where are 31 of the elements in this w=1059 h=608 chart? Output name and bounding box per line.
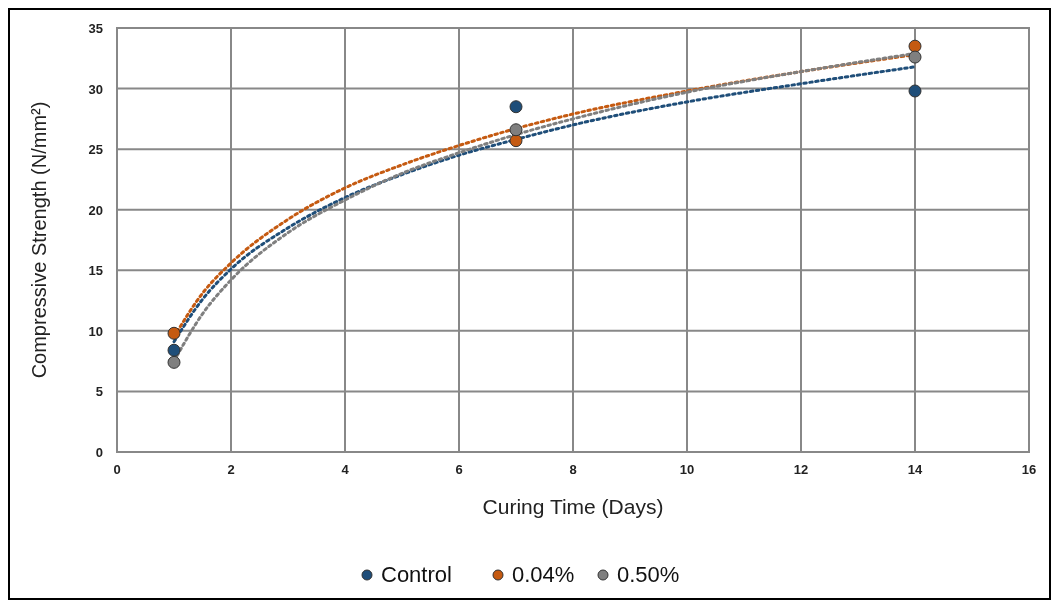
x-tick-label: 16 <box>1021 462 1037 477</box>
point <box>908 50 922 64</box>
x-tick-label: 6 <box>455 462 463 477</box>
y-tick-label: 10 <box>88 323 103 339</box>
point <box>908 84 922 98</box>
point <box>167 355 181 369</box>
legend-label: 0.04% <box>512 562 575 587</box>
point <box>509 100 523 114</box>
x-tick-label: 2 <box>227 462 235 477</box>
x-tick-label: 0 <box>113 462 121 477</box>
y-tick-label: 0 <box>95 445 103 460</box>
x-tick-label: 12 <box>793 462 809 477</box>
x-tick-label: 14 <box>907 462 923 477</box>
y-tick-label: 15 <box>88 263 103 279</box>
point <box>509 134 523 148</box>
y-tick-label: 30 <box>88 81 103 97</box>
x-axis-title: Curing Time (Days) <box>482 495 664 518</box>
point <box>167 326 181 340</box>
y-axis-title: Compressive Strength (N/mm²) <box>28 101 50 379</box>
legend-label: 0.50% <box>617 562 680 587</box>
y-tick-label: 35 <box>88 21 103 36</box>
x-tick-label: 4 <box>341 462 350 477</box>
y-tick-label: 20 <box>88 202 103 218</box>
point <box>509 123 523 137</box>
point <box>908 39 922 53</box>
x-tick-label: 10 <box>679 462 695 477</box>
y-tick-label: 5 <box>95 384 103 400</box>
legend-label: Control <box>381 562 452 587</box>
point <box>167 343 181 357</box>
y-tick-label: 25 <box>88 142 103 158</box>
x-tick-label: 8 <box>569 462 577 477</box>
